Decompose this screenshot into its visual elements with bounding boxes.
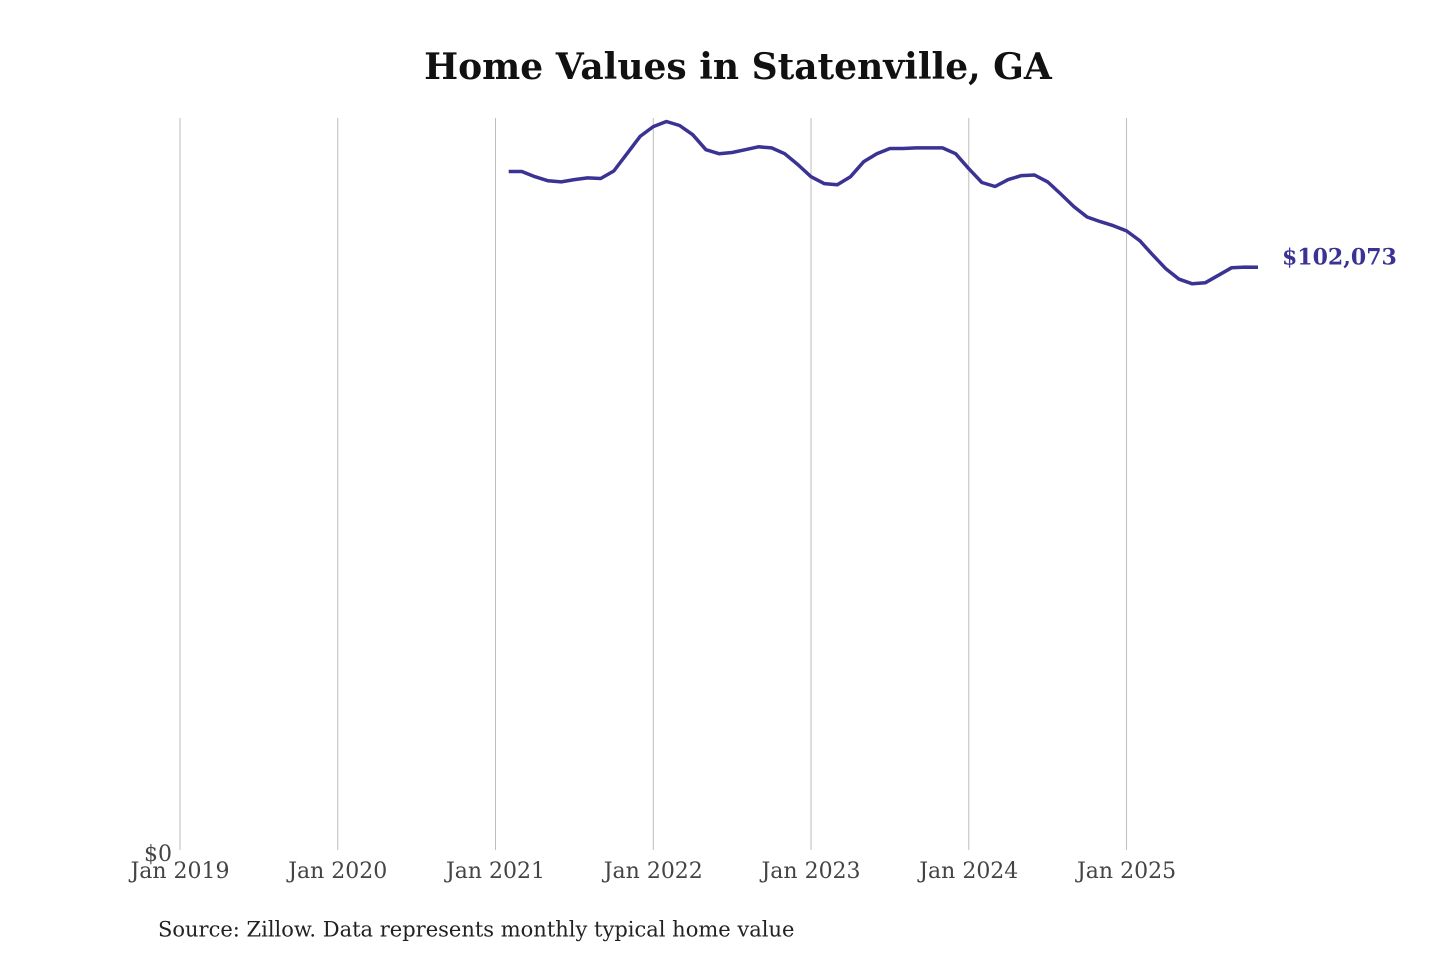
x-tick-label: Jan 2020 [286, 859, 387, 884]
x-tick-label: Jan 2023 [759, 859, 860, 884]
y-tick-label: $0 [144, 842, 172, 867]
x-tick-label: Jan 2025 [1075, 859, 1176, 884]
x-tick-label: Jan 2022 [602, 859, 703, 884]
end-value-label: $102,073 [1282, 244, 1397, 270]
chart-title: Home Values in Statenville, GA [424, 46, 1053, 88]
line-series [508, 119, 1259, 286]
x-tick-label: Jan 2019 [128, 859, 229, 884]
x-tick-label: Jan 2024 [917, 859, 1018, 884]
source-note: Source: Zillow. Data represents monthly … [158, 918, 794, 942]
x-tick-label: Jan 2021 [444, 859, 545, 884]
